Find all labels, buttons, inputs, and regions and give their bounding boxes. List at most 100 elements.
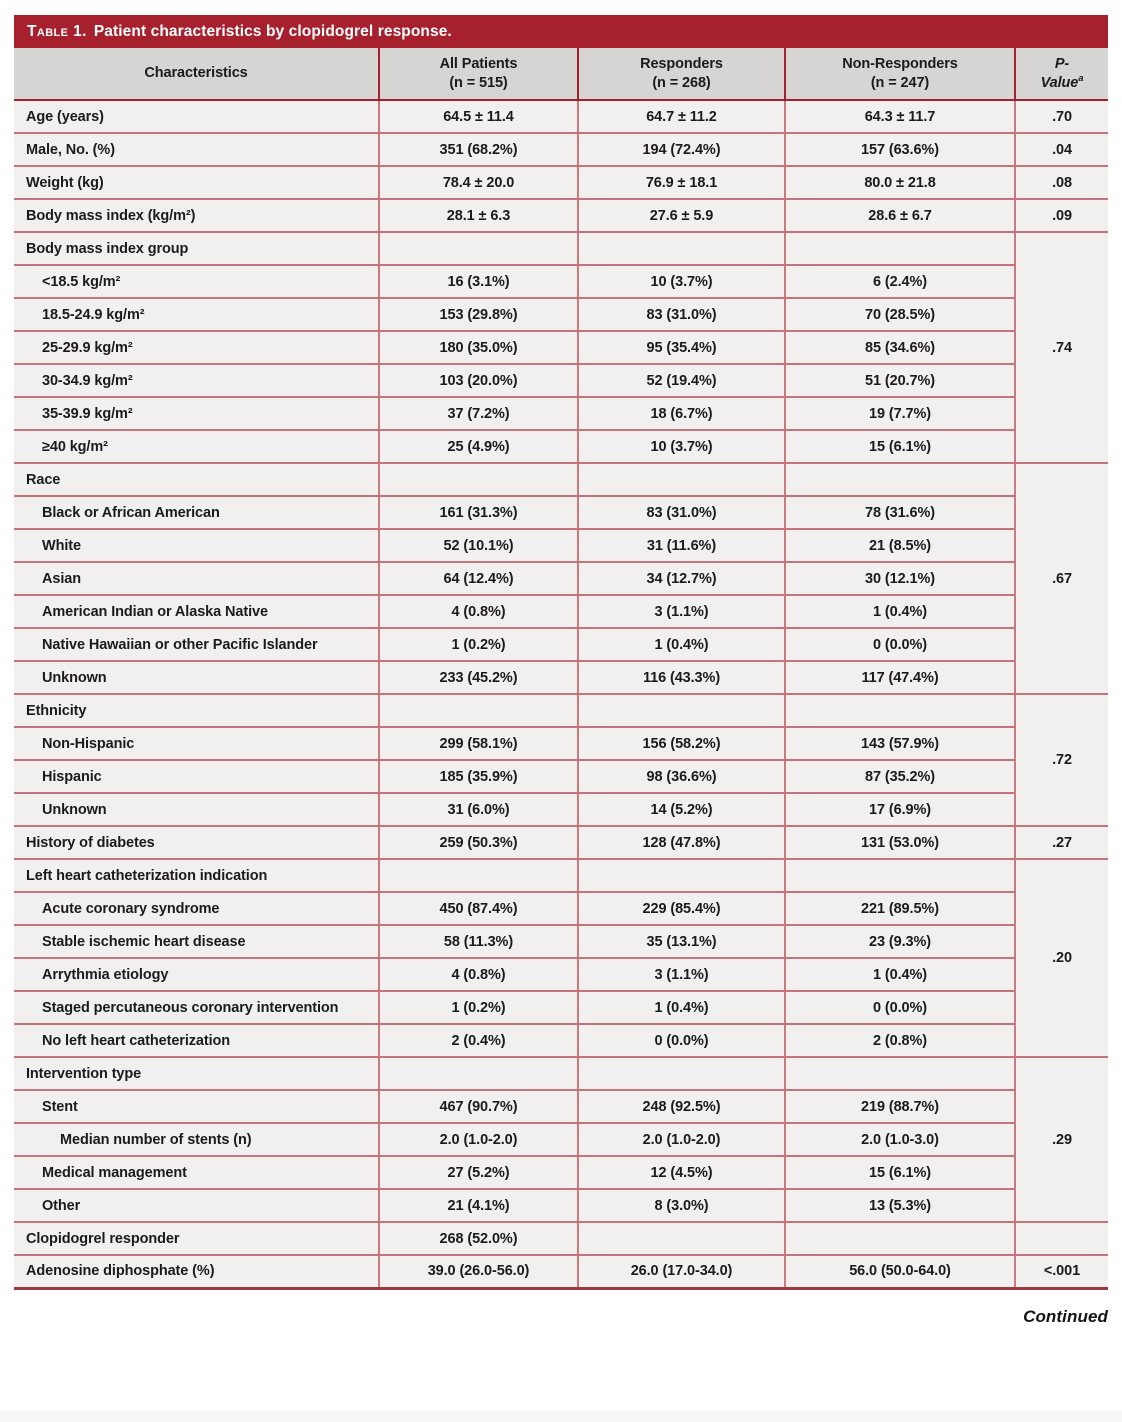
cell-value: 39.0 (26.0-56.0)	[378, 1255, 578, 1288]
cell-value: 26.0 (17.0-34.0)	[577, 1255, 785, 1288]
table-row: Unknown 233 (45.2%) 116 (43.3%) 117 (47.4%)	[14, 661, 1108, 695]
row-label: Race	[14, 463, 379, 497]
table-container: Table 1. Patient characteristics by clop…	[14, 15, 1108, 1327]
table-row: Other 21 (4.1%) 8 (3.0%) 13 (5.3%)	[14, 1189, 1108, 1223]
table-row: Hispanic 185 (35.9%) 98 (36.6%) 87 (35.2%)	[14, 760, 1108, 794]
row-label: Medical management	[14, 1156, 379, 1190]
cell-value: 64.7 ± 11.2	[577, 100, 785, 134]
col-header-responders: Responders (n = 268)	[577, 48, 785, 101]
cell-pvalue: .04	[1014, 133, 1108, 167]
table-row: Adenosine diphosphate (%) 39.0 (26.0-56.0…	[14, 1255, 1108, 1288]
cell-value	[784, 859, 1015, 893]
cell-value: 194 (72.4%)	[577, 133, 785, 167]
cell-value: 467 (90.7%)	[378, 1090, 578, 1124]
cell-value: 28.1 ± 6.3	[378, 199, 578, 233]
cell-value: 0 (0.0%)	[784, 628, 1015, 662]
header-row: Characteristics All Patients (n = 515) R…	[14, 48, 1108, 101]
cell-value	[784, 463, 1015, 497]
cell-value: 2.0 (1.0-2.0)	[577, 1123, 785, 1157]
cell-value: 12 (4.5%)	[577, 1156, 785, 1190]
cell-value: 0 (0.0%)	[784, 991, 1015, 1025]
cell-value: 34 (12.7%)	[577, 562, 785, 596]
cell-value: 1 (0.4%)	[784, 595, 1015, 629]
table-row: Acute coronary syndrome 450 (87.4%) 229 (8…	[14, 892, 1108, 926]
pvalue-header-line1: P-	[1054, 55, 1070, 72]
row-label: American Indian or Alaska Native	[14, 595, 379, 629]
col-header-group-n: (n = 268)	[652, 74, 711, 91]
cell-value: 14 (5.2%)	[577, 793, 785, 827]
row-label: Unknown	[14, 793, 379, 827]
table-row: Asian 64 (12.4%) 34 (12.7%) 30 (12.1%)	[14, 562, 1108, 596]
cell-value: 4 (0.8%)	[378, 958, 578, 992]
col-header-non-responders: Non-Responders (n = 247)	[784, 48, 1015, 101]
col-header-group-name: All Patients	[439, 55, 518, 72]
row-label: Clopidogrel responder	[14, 1222, 379, 1256]
table-row: Unknown 31 (6.0%) 14 (5.2%) 17 (6.9%)	[14, 793, 1108, 827]
cell-pvalue: .74	[1014, 232, 1108, 464]
row-label: Body mass index group	[14, 232, 379, 266]
cell-value: 351 (68.2%)	[378, 133, 578, 167]
table-row: No left heart catheterization 2 (0.4%) 0 (…	[14, 1024, 1108, 1058]
cell-pvalue: .20	[1014, 859, 1108, 1058]
row-label: Intervention type	[14, 1057, 379, 1091]
table-row: Non-Hispanic 299 (58.1%) 156 (58.2%) 143 (5…	[14, 727, 1108, 761]
cell-value: 27.6 ± 5.9	[577, 199, 785, 233]
cell-value: 229 (85.4%)	[577, 892, 785, 926]
cell-value: 3 (1.1%)	[577, 595, 785, 629]
table-title-text: Patient characteristics by clopidogrel r…	[93, 22, 452, 40]
table-row: 30-34.9 kg/m² 103 (20.0%) 52 (19.4%) 51 (20…	[14, 364, 1108, 398]
cell-value: 85 (34.6%)	[784, 331, 1015, 365]
cell-value	[378, 1057, 578, 1091]
row-label: Body mass index (kg/m²)	[14, 199, 379, 233]
cell-pvalue: .29	[1014, 1057, 1108, 1223]
cell-pvalue: <.001	[1014, 1255, 1108, 1288]
cell-value	[378, 859, 578, 893]
table-row: Medical management 27 (5.2%) 12 (4.5%) 15 (…	[14, 1156, 1108, 1190]
cell-value: 157 (63.6%)	[784, 133, 1015, 167]
cell-value	[784, 232, 1015, 266]
cell-value: 10 (3.7%)	[577, 430, 785, 464]
cell-value: 78 (31.6%)	[784, 496, 1015, 530]
row-label: Arrythmia etiology	[14, 958, 379, 992]
row-label: Non-Hispanic	[14, 727, 379, 761]
cell-pvalue: .70	[1014, 100, 1108, 134]
row-label: Native Hawaiian or other Pacific Islande…	[14, 628, 379, 662]
cell-value: 116 (43.3%)	[577, 661, 785, 695]
cell-value: 299 (58.1%)	[378, 727, 578, 761]
row-label: Other	[14, 1189, 379, 1223]
cell-value: 15 (6.1%)	[784, 430, 1015, 464]
table-row: Native Hawaiian or other Pacific Islande…	[14, 628, 1108, 662]
table-row: Clopidogrel responder 268 (52.0%)	[14, 1222, 1108, 1256]
cell-value: 233 (45.2%)	[378, 661, 578, 695]
row-label: Weight (kg)	[14, 166, 379, 200]
cell-value: 21 (8.5%)	[784, 529, 1015, 563]
table-row: 35-39.9 kg/m² 37 (7.2%) 18 (6.7%) 19 (7.7%)	[14, 397, 1108, 431]
cell-value	[577, 1222, 785, 1256]
table-row: Staged percutaneous coronary interventio…	[14, 991, 1108, 1025]
table-row: <18.5 kg/m² 16 (3.1%) 10 (3.7%) 6 (2.4%)	[14, 265, 1108, 299]
cell-value: 87 (35.2%)	[784, 760, 1015, 794]
cell-value: 31 (11.6%)	[577, 529, 785, 563]
table-row: American Indian or Alaska Native 4 (0.8%)…	[14, 595, 1108, 629]
cell-value: 51 (20.7%)	[784, 364, 1015, 398]
cell-value: 143 (57.9%)	[784, 727, 1015, 761]
cell-value: 76.9 ± 18.1	[577, 166, 785, 200]
cell-value	[378, 463, 578, 497]
cell-value: 131 (53.0%)	[784, 826, 1015, 860]
cell-pvalue: .27	[1014, 826, 1108, 860]
row-label: Stable ischemic heart disease	[14, 925, 379, 959]
row-label: Median number of stents (n)	[14, 1123, 379, 1157]
cell-value: 52 (10.1%)	[378, 529, 578, 563]
table-row: History of diabetes 259 (50.3%) 128 (47.8%…	[14, 826, 1108, 860]
cell-value: 28.6 ± 6.7	[784, 199, 1015, 233]
table-title-bar: Table 1. Patient characteristics by clop…	[14, 15, 1108, 48]
table-body: Age (years) 64.5 ± 11.4 64.7 ± 11.2 64.3 ± …	[14, 100, 1108, 1288]
col-header-all-patients: All Patients (n = 515)	[378, 48, 578, 101]
row-label: Staged percutaneous coronary interventio…	[14, 991, 379, 1025]
cell-value: 64.5 ± 11.4	[378, 100, 578, 134]
cell-value: 219 (88.7%)	[784, 1090, 1015, 1124]
table-row: Median number of stents (n) 2.0 (1.0-2.0)…	[14, 1123, 1108, 1157]
cell-value: 70 (28.5%)	[784, 298, 1015, 332]
cell-value: 6 (2.4%)	[784, 265, 1015, 299]
cell-value: 19 (7.7%)	[784, 397, 1015, 431]
